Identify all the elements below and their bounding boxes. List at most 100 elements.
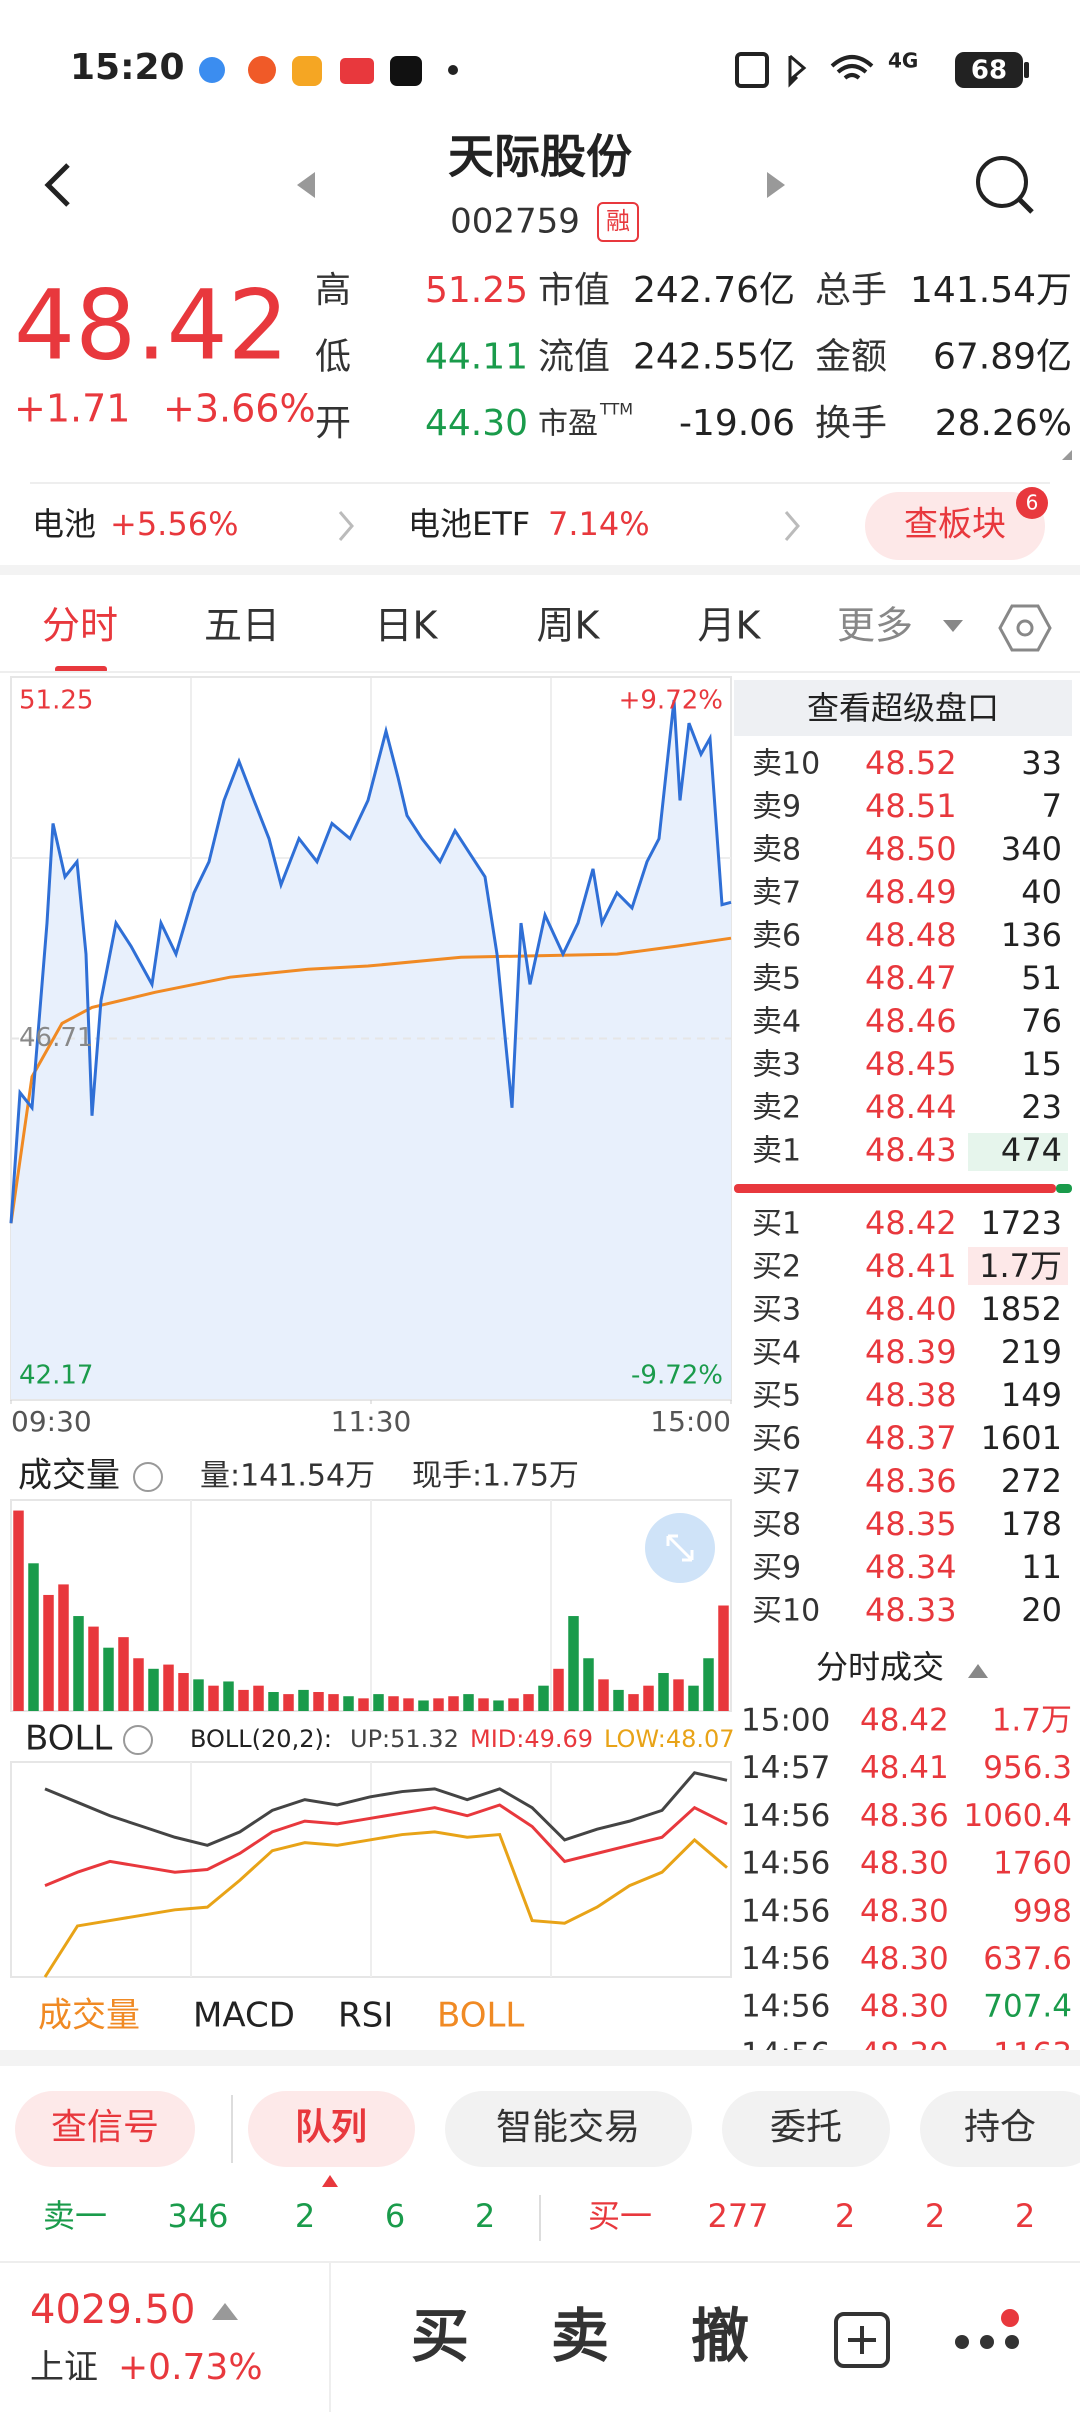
queue-sell: 2 (295, 2197, 315, 2235)
chevron (784, 511, 800, 541)
queue-buy: 2 (835, 2197, 855, 2235)
boll-up-line (44, 1771, 728, 1847)
trade-time: 15:00 (741, 1703, 830, 1739)
prev-stock[interactable] (297, 172, 315, 198)
volume-bar (13, 1510, 24, 1711)
trade-price: 48.30 (860, 1941, 949, 1977)
volume-bar (313, 1692, 324, 1711)
level-volume: 1601 (981, 1419, 1062, 1457)
volume-bar (133, 1658, 144, 1711)
volume-current: 现手:1.75万 (412, 1459, 579, 1494)
next-stock[interactable] (767, 172, 785, 198)
level-label: 卖8 (752, 833, 801, 868)
stock-name: 天际股份 (448, 130, 632, 184)
volume-bar (178, 1673, 189, 1711)
level-label: 买6 (752, 1422, 801, 1457)
level-label: 卖1 (752, 1134, 801, 1169)
action-tab[interactable]: 智能交易 (496, 2107, 640, 2148)
stat-label: 金额 (815, 337, 887, 378)
chart-tab[interactable]: 周K (537, 604, 601, 648)
level-price: 48.47 (865, 959, 957, 997)
order-book-header[interactable] (734, 680, 1072, 736)
sector-change: +5.56% (110, 505, 238, 543)
level-volume: 136 (1001, 916, 1062, 954)
chart-tab[interactable]: 更多 (837, 604, 913, 648)
volume-bar (433, 1698, 444, 1711)
level-price: 48.38 (865, 1376, 957, 1414)
badge-count: 6 (1026, 491, 1039, 515)
volume-bar (343, 1696, 354, 1711)
sector-name: 电池 (32, 505, 96, 543)
level-label: 卖4 (752, 1005, 801, 1040)
chart-tab[interactable]: 五日 (204, 604, 280, 648)
level-label: 买10 (752, 1594, 820, 1629)
level-price: 48.51 (865, 787, 957, 825)
trade-action[interactable]: 撤 (691, 2302, 749, 2370)
fullscreen-icon (666, 1534, 694, 1562)
trade-action[interactable]: 买 (411, 2302, 469, 2370)
help-icon[interactable] (123, 1725, 153, 1755)
trade-price: 48.41 (860, 1750, 949, 1786)
trade-volume: 998 (1013, 1893, 1072, 1929)
battery-level: 68 (971, 56, 1007, 86)
stat-value: 28.26% (935, 403, 1072, 444)
search-button[interactable] (976, 156, 1034, 214)
chart-tab[interactable]: 月K (698, 604, 762, 648)
trade-time: 14:56 (741, 1941, 830, 1977)
level-price: 48.40 (865, 1290, 957, 1328)
add-button[interactable] (834, 2312, 890, 2368)
trade-volume: 1060.4 (964, 1798, 1072, 1834)
help-icon[interactable] (133, 1462, 163, 1492)
level-volume: 23 (1021, 1088, 1062, 1126)
level-price: 48.37 (865, 1419, 957, 1457)
tab-pill[interactable] (248, 2091, 415, 2167)
indicator-tab[interactable]: BOLL (437, 1996, 524, 2036)
boll-title: BOLL (25, 1719, 112, 1759)
volume-bar (418, 1700, 429, 1711)
action-tab[interactable]: 队列 (295, 2107, 367, 2148)
order-book-title[interactable]: 查看超级盘口 (807, 689, 999, 727)
ratio-bar-bid (734, 1184, 1056, 1193)
trade-volume: 1.7万 (992, 1703, 1072, 1739)
level-label: 买5 (752, 1379, 801, 1414)
trade-time: 14:56 (741, 2036, 830, 2072)
volume-bar (388, 1696, 399, 1711)
indicator-tab[interactable]: MACD (193, 1996, 295, 2036)
tab-pill[interactable] (722, 2091, 890, 2167)
tab-pill[interactable] (920, 2091, 1080, 2167)
action-tab[interactable]: 查信号 (51, 2107, 159, 2148)
volume-bar (403, 1698, 414, 1711)
back-button[interactable] (44, 163, 70, 207)
queue-sell: 2 (475, 2197, 495, 2235)
last-price: 48.42 (14, 269, 289, 381)
margin-badge: 融 (606, 207, 630, 235)
trade-action[interactable]: 卖 (551, 2302, 609, 2370)
action-tab[interactable]: 持仓 (964, 2107, 1036, 2148)
indicator-tab[interactable]: 成交量 (38, 1996, 140, 2036)
sector-button[interactable] (865, 492, 1045, 560)
settings-button[interactable] (998, 604, 1052, 652)
tab-pill[interactable] (445, 2091, 692, 2167)
chart-tab[interactable]: 分时 (42, 604, 118, 648)
level-label: 卖10 (752, 747, 820, 782)
level-price: 48.36 (865, 1462, 957, 1500)
queue-buy: 2 (925, 2197, 945, 2235)
badge-dot (1016, 487, 1048, 519)
level-label: 买2 (752, 1250, 801, 1285)
level-label: 卖2 (752, 1091, 801, 1126)
action-tab[interactable]: 委托 (770, 2107, 842, 2148)
indicator-tab[interactable]: RSI (338, 1996, 393, 2036)
boll-mid-line (44, 1803, 728, 1888)
trades-title[interactable]: 分时成交 (816, 1648, 944, 1686)
volume-bar (163, 1664, 174, 1711)
ttm-suffix: TTM (599, 400, 633, 419)
boll-up: UP:51.32 (350, 1725, 459, 1753)
level-label: 买4 (752, 1336, 801, 1371)
sector-button-label[interactable]: 查板块 (904, 505, 1006, 545)
queue-sell: 卖一 (43, 2197, 107, 2235)
volume-bar (253, 1685, 264, 1711)
chart-tab[interactable]: 日K (375, 604, 439, 648)
more-button[interactable] (955, 2309, 1019, 2349)
tab-pill[interactable] (15, 2091, 195, 2167)
